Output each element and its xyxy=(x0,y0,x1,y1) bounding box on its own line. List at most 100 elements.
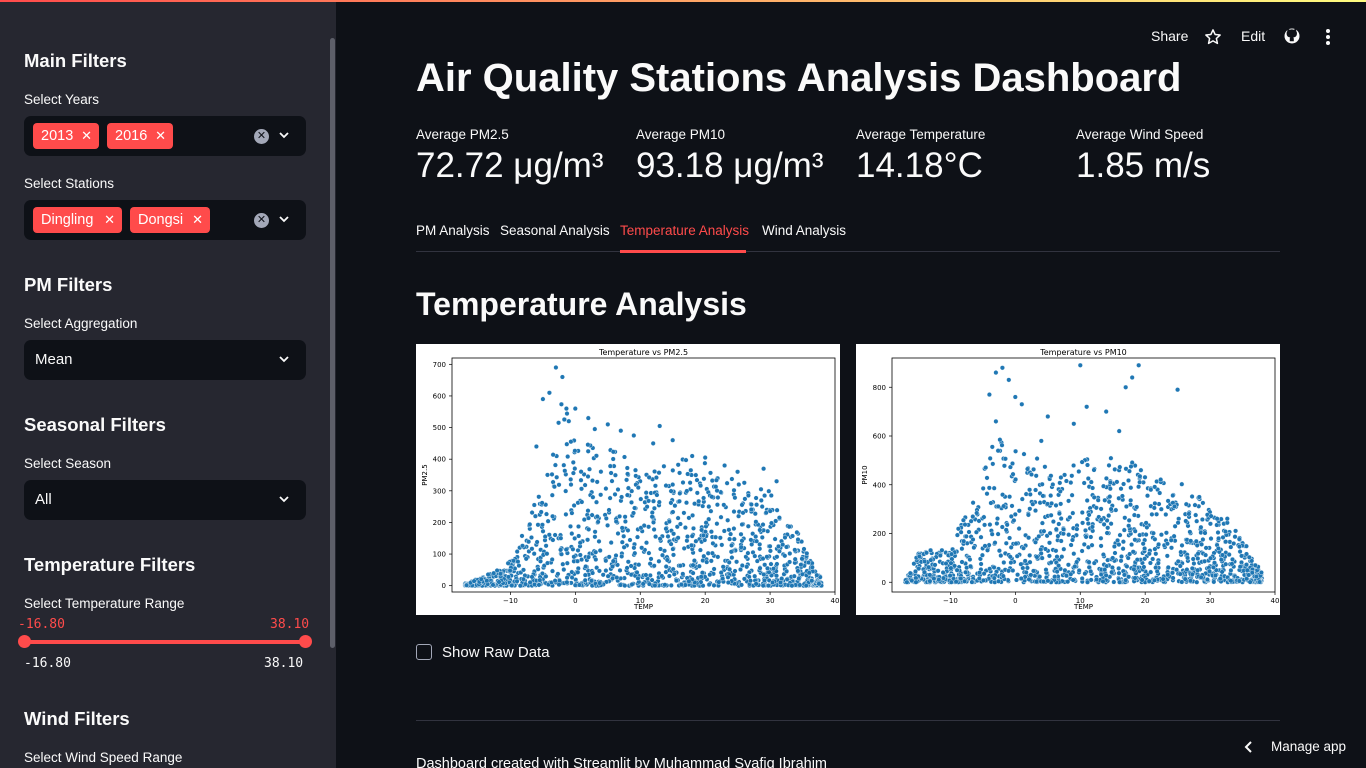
data-point xyxy=(554,474,560,480)
data-point xyxy=(970,536,976,542)
data-point xyxy=(986,392,992,398)
data-point xyxy=(761,571,767,577)
data-point xyxy=(631,545,637,551)
data-point xyxy=(634,569,640,575)
data-point xyxy=(1079,509,1085,515)
data-point xyxy=(935,568,941,574)
remove-tag-icon[interactable]: ✕ xyxy=(192,212,203,227)
star-icon[interactable] xyxy=(1204,28,1222,46)
data-point xyxy=(786,524,792,530)
sidebar-scrollbar[interactable] xyxy=(330,38,335,648)
year-tag[interactable]: 2013 ✕ xyxy=(33,123,99,149)
data-point xyxy=(707,572,713,578)
remove-tag-icon[interactable]: ✕ xyxy=(155,128,166,143)
tab-wind-analysis[interactable]: Wind Analysis xyxy=(762,223,847,238)
header-decoration-line xyxy=(0,0,1366,2)
show-raw-data-label[interactable]: Show Raw Data xyxy=(442,644,550,661)
data-point xyxy=(1107,480,1113,486)
tab-pm-analysis[interactable]: PM Analysis xyxy=(416,223,490,238)
data-point xyxy=(916,553,922,559)
station-tag[interactable]: Dongsi ✕ xyxy=(130,207,210,233)
x-tick-label: 0 xyxy=(1013,597,1017,605)
data-point xyxy=(1065,562,1071,568)
tab-seasonal-analysis[interactable]: Seasonal Analysis xyxy=(500,223,610,238)
data-point xyxy=(948,560,954,566)
stations-multiselect[interactable]: Dingling ✕ Dongsi ✕ ✕ xyxy=(24,200,306,240)
data-point xyxy=(1200,500,1206,506)
temperature-slider-track[interactable] xyxy=(24,640,306,644)
seasonal-filters-heading: Seasonal Filters xyxy=(24,414,166,435)
data-point xyxy=(1207,568,1213,574)
data-point xyxy=(993,370,999,376)
data-point xyxy=(569,569,575,575)
data-point xyxy=(753,495,759,501)
data-point xyxy=(1030,501,1036,507)
clear-all-icon[interactable]: ✕ xyxy=(254,213,269,228)
data-point xyxy=(989,444,995,450)
data-point xyxy=(1244,567,1250,573)
data-point xyxy=(1049,500,1055,506)
share-button[interactable]: Share xyxy=(1151,28,1189,44)
data-point xyxy=(549,568,555,574)
data-point xyxy=(1084,579,1090,585)
chevron-down-icon[interactable] xyxy=(278,353,290,365)
show-raw-data-checkbox[interactable] xyxy=(416,644,432,660)
data-point xyxy=(621,544,627,550)
data-point xyxy=(519,533,525,539)
data-point xyxy=(787,550,793,556)
remove-tag-icon[interactable]: ✕ xyxy=(104,212,115,227)
data-point xyxy=(1011,517,1017,523)
pm10-scatter-chart: Temperature vs PM10−10 0 10 20 30 40020040060… xyxy=(861,348,1279,611)
data-point xyxy=(999,442,1005,448)
data-point xyxy=(1123,503,1129,509)
years-multiselect[interactable]: 2013 ✕ 2016 ✕ ✕ xyxy=(24,116,306,156)
season-select[interactable]: All xyxy=(24,480,306,520)
tab-temperature-analysis[interactable]: Temperature Analysis xyxy=(620,223,750,238)
data-point xyxy=(1094,576,1100,582)
data-point xyxy=(689,533,695,539)
data-point xyxy=(1199,541,1205,547)
data-point xyxy=(1193,512,1199,518)
temperature-slider-low-handle[interactable] xyxy=(18,635,31,648)
data-point xyxy=(990,461,996,467)
data-point xyxy=(646,474,652,480)
data-point xyxy=(507,568,513,574)
data-point xyxy=(577,540,583,546)
data-point xyxy=(1243,562,1249,568)
data-point xyxy=(1100,483,1106,489)
remove-tag-icon[interactable]: ✕ xyxy=(81,128,92,143)
edit-button[interactable]: Edit xyxy=(1241,28,1266,44)
data-point xyxy=(693,538,699,544)
chevron-down-icon[interactable] xyxy=(278,129,290,141)
slider-low-value: -16.80 xyxy=(18,617,65,632)
manage-app-button[interactable]: Manage app xyxy=(1238,734,1356,760)
aggregation-select[interactable]: Mean xyxy=(24,340,306,380)
data-point xyxy=(1158,532,1164,538)
data-point xyxy=(774,554,780,560)
data-point xyxy=(1154,511,1160,517)
data-point xyxy=(982,543,988,549)
station-tag[interactable]: Dingling ✕ xyxy=(33,207,122,233)
data-point xyxy=(1152,546,1158,552)
clear-all-icon[interactable]: ✕ xyxy=(254,129,269,144)
data-point xyxy=(794,529,800,535)
github-icon[interactable] xyxy=(1283,27,1301,45)
chevron-down-icon[interactable] xyxy=(278,493,290,505)
more-vert-icon[interactable] xyxy=(1320,28,1336,46)
temperature-slider-high-handle[interactable] xyxy=(299,635,312,648)
data-point xyxy=(1249,570,1255,576)
data-point xyxy=(1195,551,1201,557)
data-point xyxy=(911,561,917,567)
data-point xyxy=(1111,579,1117,585)
data-point xyxy=(1128,485,1134,491)
data-point xyxy=(1189,565,1195,571)
data-point xyxy=(505,574,511,580)
data-point xyxy=(1102,497,1108,503)
data-point xyxy=(545,518,551,524)
data-point xyxy=(656,499,662,505)
data-point xyxy=(806,559,812,565)
data-point xyxy=(949,556,955,562)
data-point xyxy=(989,531,995,537)
chevron-down-icon[interactable] xyxy=(278,213,290,225)
year-tag[interactable]: 2016 ✕ xyxy=(107,123,173,149)
